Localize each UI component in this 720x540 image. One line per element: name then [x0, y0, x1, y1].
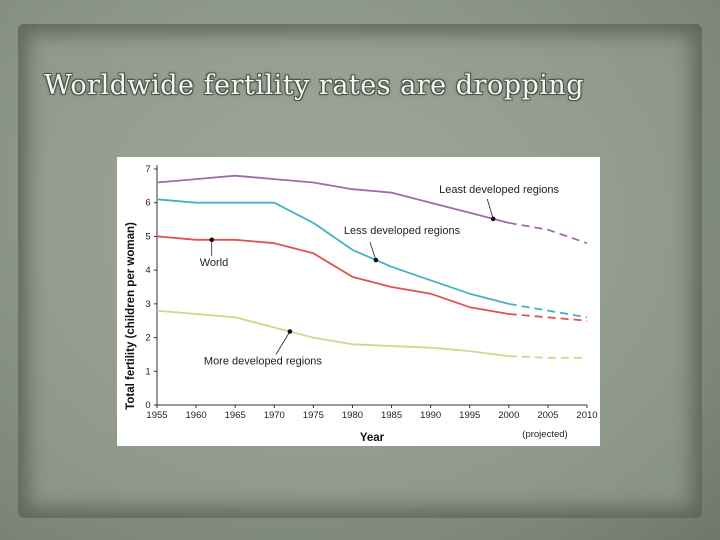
series-projected-line-0	[508, 222, 588, 245]
annotation-label: More developed regions	[204, 356, 323, 368]
x-tick-label: 1960	[186, 410, 207, 421]
annotation-label: World	[200, 257, 229, 269]
y-tick-label: 4	[145, 265, 150, 276]
annotation-leader	[486, 198, 494, 220]
series-line-2	[156, 235, 509, 315]
y-tick-label: 7	[145, 164, 150, 175]
annotation-dot	[373, 257, 379, 263]
x-axis-title: Year	[360, 432, 385, 444]
x-tick-label: 1970	[264, 410, 285, 421]
y-tick-label: 0	[145, 400, 150, 411]
slide-title: Worldwide fertility rates are dropping	[44, 70, 585, 101]
x-tick-label: 2005	[537, 410, 558, 421]
annotation-label: Least developed regions	[439, 184, 559, 196]
annotation-label: Less developed regions	[344, 225, 461, 237]
y-tick-label: 3	[145, 299, 150, 310]
x-tick-label: 1955	[146, 410, 167, 421]
y-axis-title: Total fertility (children per woman)	[125, 222, 137, 410]
x-tick-label: 2000	[498, 410, 519, 421]
series-projected-line-3	[508, 355, 587, 359]
fertility-chart: Total fertility (children per woman) Yea…	[117, 157, 600, 446]
annotation-dot	[490, 216, 496, 222]
annotation-leader	[369, 241, 377, 261]
x-tick-label: 1965	[225, 410, 246, 421]
x-tick-label: 1990	[420, 410, 441, 421]
y-tick-label: 5	[145, 231, 150, 242]
series-line-0	[156, 174, 510, 224]
y-tick-label: 1	[145, 366, 150, 377]
series-projected-line-1	[508, 303, 588, 319]
y-tick-label: 6	[145, 198, 150, 209]
series-line-3	[156, 309, 509, 357]
annotation-dot	[209, 237, 215, 243]
series-line-1	[156, 198, 510, 305]
annotation-leader	[275, 331, 291, 355]
x-tick-label: 1975	[303, 410, 324, 421]
annotation-dot	[287, 329, 293, 334]
projected-note: (projected)	[522, 429, 567, 440]
chart-svg: Total fertility (children per woman) Yea…	[125, 164, 598, 444]
x-tick-label: 2010	[576, 410, 597, 421]
series-projected-line-2	[508, 313, 588, 322]
x-tick-label: 1985	[381, 410, 402, 421]
x-tick-label: 1995	[459, 410, 480, 421]
x-tick-label: 1980	[342, 410, 363, 421]
y-tick-label: 2	[145, 333, 150, 344]
